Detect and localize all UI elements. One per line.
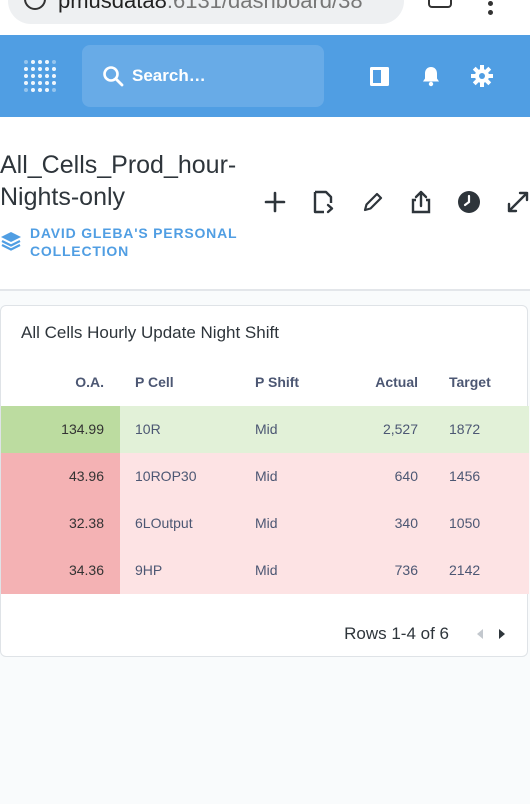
cell-p-shift[interactable]: Mid (255, 421, 278, 437)
card-title[interactable]: All Cells Hourly Update Night Shift (21, 323, 279, 342)
add-icon[interactable] (262, 189, 288, 215)
table-row: 34.36 9HP Mid 736 2142 (1, 547, 529, 594)
cell-oa[interactable]: 32.38 (1, 500, 120, 547)
cell-actual[interactable]: 640 (394, 468, 418, 484)
cell-target[interactable]: 2142 (449, 562, 481, 578)
url-text[interactable]: pmusdata8:6131/dashboard/38 (58, 0, 363, 13)
collection-icon (1, 232, 21, 251)
dashcard-table: All Cells Hourly Update Night Shift O.A.… (0, 305, 529, 657)
column-header-oa[interactable]: O.A. (75, 374, 104, 390)
cell-p-shift[interactable]: Mid (255, 515, 278, 531)
chevron-right-icon[interactable] (497, 628, 507, 640)
clock-icon[interactable] (456, 189, 482, 215)
column-header-p-cell[interactable]: P Cell (135, 374, 174, 390)
table-header: O.A. P Cell P Shift Actual Target (1, 366, 529, 406)
bell-icon[interactable] (419, 64, 443, 88)
cell-actual[interactable]: 340 (394, 515, 418, 531)
address-bar[interactable] (8, 0, 404, 24)
pagination-label: Rows 1-4 of 6 (344, 624, 449, 643)
cell-oa[interactable]: 43.96 (1, 453, 120, 500)
share-icon[interactable] (408, 189, 434, 215)
metabase-logo[interactable] (24, 60, 56, 94)
search-input[interactable] (132, 63, 312, 89)
search-icon (103, 66, 124, 87)
browser-url-bar: pmusdata8:6131/dashboard/38 6 (0, 0, 530, 35)
cell-p-shift[interactable]: Mid (255, 562, 278, 578)
cell-target[interactable]: 1456 (449, 468, 481, 484)
search-box[interactable] (82, 45, 324, 107)
cell-oa[interactable]: 34.36 (1, 547, 120, 594)
collection-label: DAVID GLEBA'S PERSONAL COLLECTION (30, 225, 238, 259)
cell-target[interactable]: 1050 (449, 515, 481, 531)
tabs-icon[interactable]: 6 (428, 0, 452, 8)
cell-p-shift[interactable]: Mid (255, 468, 278, 484)
dashboard-title[interactable]: All_Cells_Prod_hour-Nights-only (0, 151, 237, 211)
column-header-p-shift[interactable]: P Shift (255, 374, 300, 390)
browse-data-icon[interactable] (368, 64, 392, 88)
cell-oa[interactable]: 134.99 (1, 406, 120, 453)
gear-icon[interactable] (470, 64, 494, 88)
table-row: 43.96 10ROP30 Mid 640 1456 (1, 453, 529, 500)
collection-link[interactable]: DAVID GLEBA'S PERSONAL COLLECTION (0, 224, 250, 260)
pagination: Rows 1-4 of 6 (344, 624, 507, 644)
table-row: 134.99 10R Mid 2,527 1872 (1, 406, 529, 453)
dashboard-header: All_Cells_Prod_hour-Nights-only DAVID GL… (0, 117, 530, 291)
fullscreen-icon[interactable] (505, 189, 530, 215)
cell-p-cell[interactable]: 6LOutput (135, 515, 193, 531)
cell-p-cell[interactable]: 10ROP30 (135, 468, 197, 484)
cell-actual[interactable]: 736 (394, 562, 418, 578)
more-vert-icon[interactable] (488, 0, 494, 19)
column-header-actual[interactable]: Actual (375, 374, 418, 390)
column-header-target[interactable]: Target (449, 374, 491, 390)
add-filter-icon[interactable] (310, 189, 336, 215)
cell-target[interactable]: 1872 (449, 421, 481, 437)
cell-actual[interactable]: 2,527 (382, 421, 418, 437)
chevron-left-icon[interactable] (475, 628, 485, 640)
cell-p-cell[interactable]: 9HP (135, 562, 163, 578)
cell-p-cell[interactable]: 10R (135, 421, 161, 437)
table-row: 32.38 6LOutput Mid 340 1050 (1, 500, 529, 547)
pencil-icon[interactable] (360, 189, 386, 215)
